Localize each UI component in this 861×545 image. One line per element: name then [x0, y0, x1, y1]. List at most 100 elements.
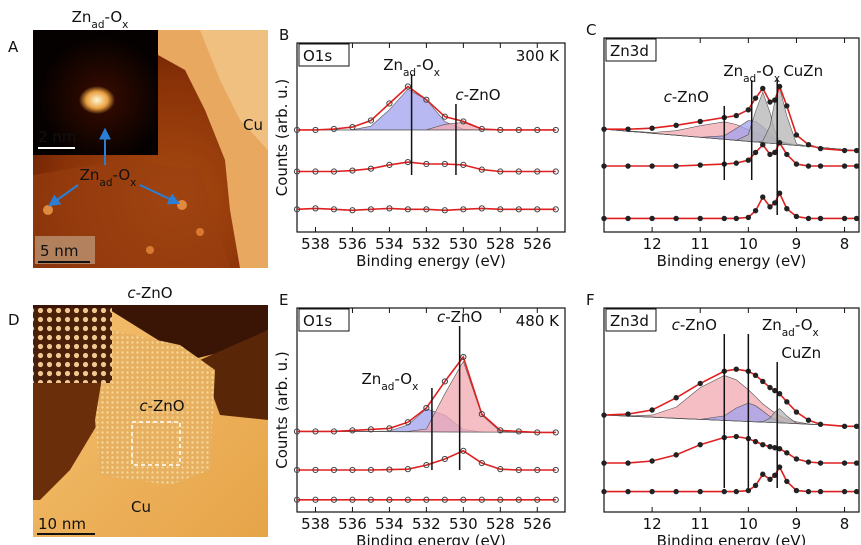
data-point [312, 168, 319, 175]
data-point [853, 460, 860, 466]
data-point [760, 85, 766, 92]
x-tick-label: 532 [412, 515, 441, 533]
data-point [817, 488, 824, 495]
data-point [552, 466, 559, 474]
data-point [793, 487, 800, 494]
text-part: Zn [762, 316, 782, 334]
data-point [441, 160, 448, 168]
peak-label: Znad-Ox [383, 56, 440, 79]
data-point [673, 488, 679, 495]
data-point [776, 140, 783, 146]
plot-frame [603, 37, 860, 233]
image-label: c-ZnO [139, 397, 184, 415]
x-axis-label: Binding energy (eV) [657, 532, 807, 545]
data-point [625, 215, 631, 222]
data-point [752, 207, 759, 214]
data-point [853, 488, 860, 495]
data-point [349, 167, 356, 174]
data-point [776, 446, 783, 452]
data-point [733, 433, 740, 440]
peak-label: CuZn [781, 344, 821, 362]
data-point [601, 126, 607, 132]
data-point [733, 488, 740, 495]
data-point [817, 145, 824, 152]
fit-line [297, 85, 556, 131]
spectrum-label: Zn3d [610, 42, 649, 60]
data-point [534, 126, 541, 134]
data-point [760, 471, 766, 477]
data-point [312, 466, 319, 474]
data-point [441, 378, 448, 385]
data-point [767, 384, 773, 391]
data-point [312, 126, 319, 134]
data-point [312, 205, 319, 212]
text-part: Zn [723, 62, 743, 80]
data-point [349, 427, 356, 434]
data-point [349, 124, 356, 131]
text-part: -ZnO [680, 316, 717, 334]
data-point [772, 472, 778, 478]
data-point [733, 366, 740, 372]
data-point [349, 207, 356, 214]
text-part: -ZnO [136, 284, 173, 302]
panel-letter: B [279, 26, 289, 44]
text-part: Zn [72, 8, 92, 26]
data-point [793, 409, 800, 415]
data-point [805, 215, 812, 222]
data-point [552, 429, 559, 436]
spectrum-label-box [298, 43, 350, 67]
data-point [601, 163, 607, 169]
image-label: c-ZnO [127, 284, 172, 302]
data-point [649, 163, 655, 169]
data-point [404, 419, 411, 426]
data-point [733, 215, 740, 222]
data-point [386, 161, 393, 169]
plot-frame [296, 42, 566, 233]
data-point [841, 460, 848, 466]
data-point [423, 160, 430, 168]
text-part: c [664, 88, 673, 106]
text-part: x [412, 381, 418, 393]
spectrum-label: O1s [303, 47, 332, 65]
data-point [767, 476, 773, 483]
data-point [841, 147, 848, 154]
fit-line [604, 191, 857, 220]
data-point [649, 125, 655, 131]
data-point [497, 126, 504, 134]
data-point [625, 460, 631, 466]
data-point [312, 496, 319, 503]
data-point [552, 496, 559, 503]
data-point [497, 206, 504, 213]
stm-image-d [33, 305, 268, 537]
text-part: x [813, 327, 819, 339]
data-point [552, 126, 559, 134]
data-point [841, 423, 848, 430]
data-point [515, 206, 522, 213]
data-point [784, 103, 790, 109]
data-point [601, 460, 607, 466]
data-point [776, 464, 783, 470]
data-point [460, 206, 467, 213]
spectrum-label-box [298, 308, 350, 332]
data-point [784, 151, 790, 158]
x-tick-label: 530 [449, 235, 478, 253]
data-point [767, 99, 773, 105]
data-point [697, 441, 703, 448]
x-tick-label: 9 [792, 235, 802, 253]
temperature: 300 K [516, 47, 560, 65]
data-point [673, 215, 679, 222]
data-point [515, 466, 522, 474]
data-point [441, 455, 448, 463]
data-point [772, 97, 778, 103]
data-point [367, 496, 375, 503]
data-point [673, 163, 679, 169]
data-point [784, 450, 790, 456]
data-point [625, 488, 631, 495]
text-part: x [130, 177, 136, 189]
data-point [745, 107, 752, 113]
fit-component [603, 91, 857, 151]
data-point [784, 478, 790, 485]
data-point [649, 458, 655, 464]
fit-line [297, 161, 556, 173]
data-point [805, 163, 812, 169]
